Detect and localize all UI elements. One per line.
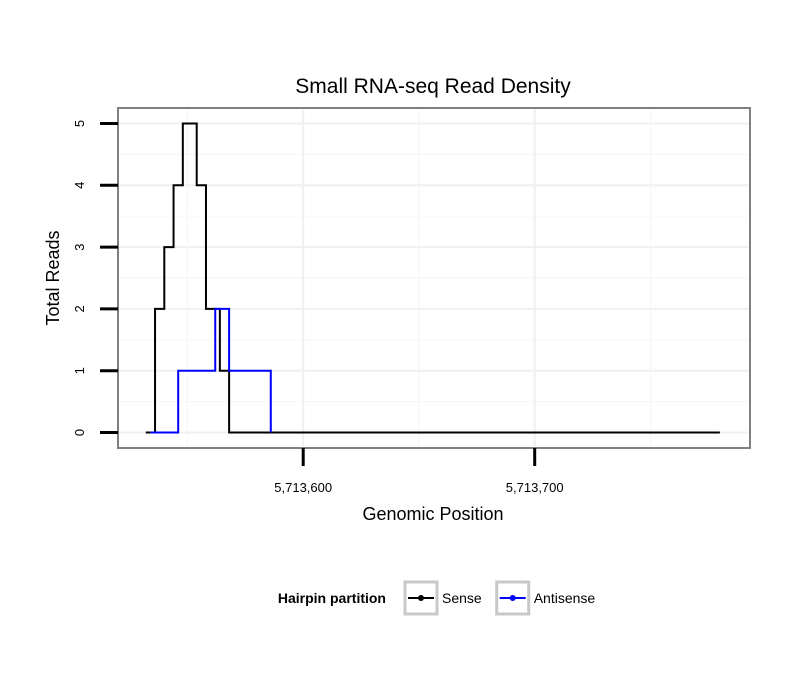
y-tick-label: 4 (72, 182, 87, 189)
legend-label: Antisense (534, 590, 596, 606)
legend: Hairpin partition Sense Antisense (278, 580, 596, 616)
x-tick-label: 5,713,600 (274, 480, 332, 495)
x-tick-label: 5,713,700 (506, 480, 564, 495)
y-tick-label: 1 (72, 367, 87, 374)
y-tick-label: 5 (72, 120, 87, 127)
legend-item-antisense: Antisense (495, 580, 596, 616)
y-tick-label: 0 (72, 429, 87, 436)
legend-title: Hairpin partition (278, 590, 386, 606)
series-line-antisense (150, 307, 272, 434)
series-lines (145, 122, 720, 434)
legend-key-point (509, 595, 516, 601)
y-tick-label: 3 (72, 243, 87, 250)
plot-border (117, 107, 751, 449)
legend-item-sense: Sense (403, 580, 482, 616)
series-line-sense (145, 122, 720, 434)
y-axis-label: Total Reads (43, 230, 63, 325)
chart-title: Small RNA-seq Read Density (295, 75, 571, 98)
x-axis-label: Genomic Position (362, 504, 503, 524)
legend-key-point (418, 595, 424, 601)
y-tick-label: 2 (72, 305, 87, 312)
axes: 0 1 2 3 4 5 5,713,600 5,713,700 (72, 120, 564, 495)
legend-label: Sense (442, 590, 482, 606)
